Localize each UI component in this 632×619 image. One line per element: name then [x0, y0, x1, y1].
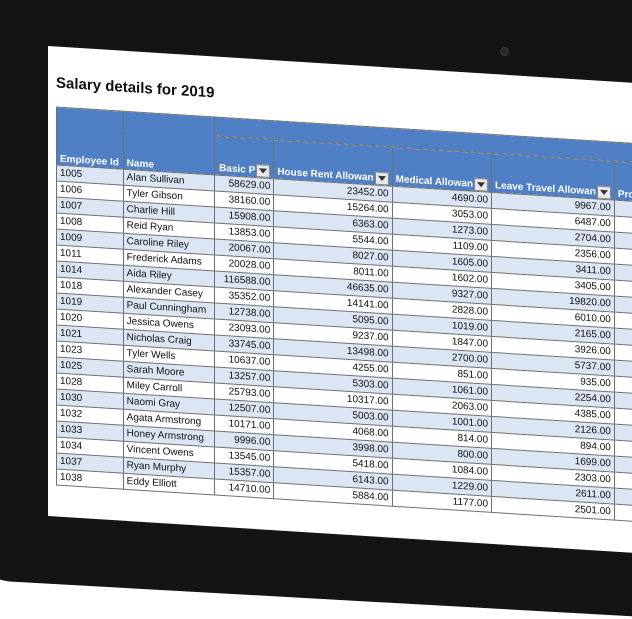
filter-dropdown-icon[interactable] — [256, 164, 270, 178]
cell-basic[interactable]: 14710.00 — [215, 479, 274, 499]
filter-dropdown-icon[interactable] — [597, 186, 611, 200]
cell-id[interactable]: 1038 — [57, 469, 124, 489]
col-header-name[interactable]: Name — [123, 111, 215, 175]
col-header-employee-id[interactable]: Employee Id — [57, 107, 124, 169]
salary-table: Employee Id Name Basic P House Rent Allo… — [56, 107, 632, 525]
filter-dropdown-icon[interactable] — [474, 178, 488, 192]
cell-prod[interactable] — [614, 504, 632, 523]
col-header-leave-travel[interactable]: Leave Travel Allowan — [492, 153, 615, 200]
filter-dropdown-icon[interactable] — [375, 172, 389, 186]
col-header-productivity[interactable]: Produ Inc — [614, 161, 632, 203]
col-header-basic-pay-label: Basic P — [219, 163, 255, 176]
spreadsheet-screen: Salary details for 2019 Employee Id Name… — [48, 46, 632, 555]
col-header-basic-pay[interactable]: Basic P — [215, 136, 274, 179]
col-header-house-rent[interactable]: House Rent Allowan — [274, 140, 392, 186]
col-header-medical[interactable]: Medical Allowan — [392, 147, 491, 192]
camera-icon — [500, 47, 509, 56]
sheet-title: Salary details for 2019 — [56, 75, 214, 102]
